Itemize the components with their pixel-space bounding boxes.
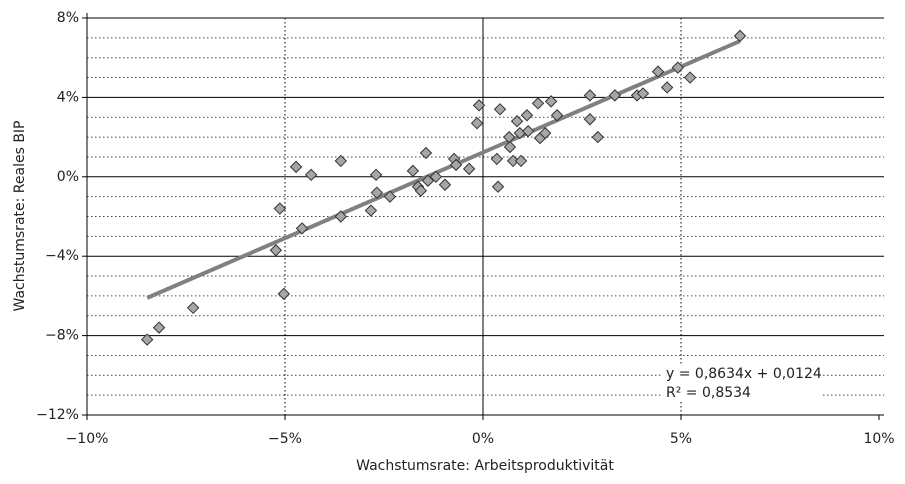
- point: [334, 210, 348, 223]
- point: [414, 184, 428, 197]
- point: [544, 95, 558, 108]
- point: [503, 140, 517, 154]
- point: [370, 186, 384, 199]
- point: [269, 244, 283, 257]
- r-squared: R² = 0,8534: [666, 385, 751, 401]
- point: [295, 222, 309, 235]
- point: [490, 152, 504, 166]
- point: [733, 29, 747, 43]
- x-tick-label: 10%: [863, 431, 894, 447]
- point: [608, 89, 622, 102]
- point: [334, 154, 348, 168]
- point: [406, 164, 420, 178]
- point: [273, 202, 287, 215]
- point: [651, 65, 665, 78]
- point: [538, 126, 552, 140]
- equation: y = 0,8634x + 0,0124: [666, 366, 822, 382]
- point: [383, 190, 397, 203]
- point: [438, 178, 452, 191]
- point: [470, 116, 484, 130]
- point: [462, 162, 476, 176]
- point: [449, 158, 463, 172]
- point: [671, 61, 685, 74]
- point: [591, 130, 605, 144]
- point: [140, 333, 154, 346]
- x-tick-label: −5%: [268, 431, 302, 447]
- point: [520, 109, 534, 122]
- trend-line: [146, 39, 741, 300]
- point: [472, 99, 486, 112]
- y-tick-label: 8%: [57, 10, 79, 26]
- point: [514, 154, 528, 168]
- point: [421, 174, 435, 187]
- point: [510, 115, 524, 128]
- point: [683, 71, 697, 84]
- y-tick-label: 4%: [57, 89, 79, 105]
- x-tick-label: 0%: [472, 431, 494, 447]
- point: [660, 81, 674, 94]
- point: [277, 287, 291, 301]
- y-tick-label: −8%: [45, 328, 79, 344]
- x-tick-label: −10%: [66, 431, 109, 447]
- point: [521, 124, 535, 138]
- point: [636, 87, 650, 100]
- y-axis-label: Wachstumsrate: Reales BIP: [12, 120, 28, 311]
- x-tick-label: 5%: [670, 431, 692, 447]
- annotation-background: [662, 364, 822, 402]
- point: [419, 146, 433, 160]
- point: [583, 89, 597, 102]
- y-tick-label: −4%: [45, 248, 79, 264]
- point: [304, 168, 318, 182]
- point: [429, 170, 443, 184]
- y-tick-label: 0%: [57, 169, 79, 185]
- y-tick-label: −12%: [36, 407, 79, 423]
- point: [152, 321, 166, 334]
- point: [369, 168, 383, 182]
- point: [583, 113, 597, 126]
- point: [491, 180, 505, 193]
- point: [186, 301, 200, 315]
- point: [493, 103, 507, 116]
- x-axis-label: Wachstumsrate: Arbeitsproduktivität: [356, 458, 614, 474]
- point: [289, 160, 303, 174]
- point: [531, 97, 545, 110]
- point: [550, 109, 564, 122]
- point: [364, 204, 378, 217]
